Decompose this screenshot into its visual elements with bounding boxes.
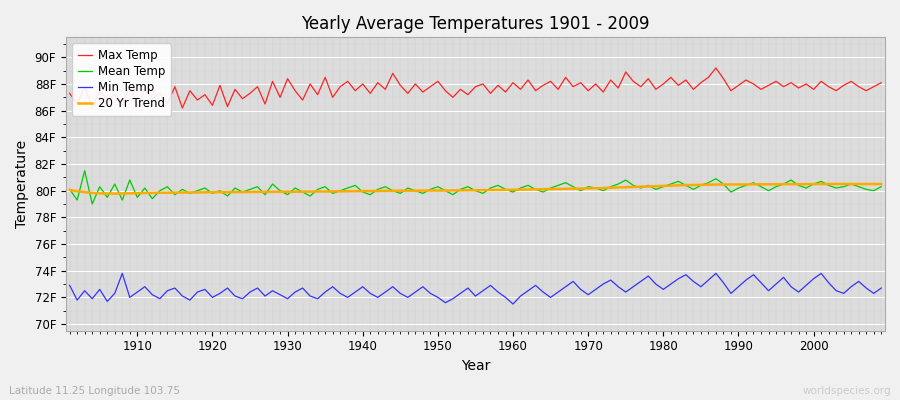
Mean Temp: [876, 184, 886, 189]
Max Temp: [508, 80, 518, 85]
Max Temp: [515, 87, 526, 92]
Min Temp: [508, 302, 518, 306]
Mean Temp: [613, 182, 624, 186]
Min Temp: [64, 283, 75, 288]
Text: worldspecies.org: worldspecies.org: [803, 386, 891, 396]
Max Temp: [342, 79, 353, 84]
20 Yr Trend: [876, 182, 886, 186]
Min Temp: [117, 271, 128, 276]
Max Temp: [876, 80, 886, 85]
Y-axis label: Temperature: Temperature: [15, 140, 29, 228]
Mean Temp: [64, 187, 75, 192]
20 Yr Trend: [515, 187, 526, 192]
20 Yr Trend: [102, 191, 112, 196]
Min Temp: [297, 286, 308, 290]
20 Yr Trend: [342, 189, 353, 194]
Min Temp: [515, 294, 526, 298]
20 Yr Trend: [64, 188, 75, 192]
Max Temp: [64, 91, 75, 96]
Max Temp: [606, 78, 616, 82]
Line: Max Temp: Max Temp: [69, 68, 881, 108]
20 Yr Trend: [808, 182, 819, 186]
Mean Temp: [79, 168, 90, 173]
Mean Temp: [86, 202, 97, 206]
Line: Min Temp: Min Temp: [69, 273, 881, 304]
Legend: Max Temp, Mean Temp, Min Temp, 20 Yr Trend: Max Temp, Mean Temp, Min Temp, 20 Yr Tre…: [72, 43, 171, 116]
Min Temp: [613, 284, 624, 289]
Mean Temp: [140, 186, 150, 190]
Max Temp: [297, 98, 308, 102]
Text: Latitude 11.25 Longitude 103.75: Latitude 11.25 Longitude 103.75: [9, 386, 180, 396]
Line: 20 Yr Trend: 20 Yr Trend: [69, 184, 881, 194]
Min Temp: [132, 290, 143, 294]
Min Temp: [523, 288, 534, 293]
Mean Temp: [523, 183, 534, 188]
20 Yr Trend: [297, 189, 308, 194]
Min Temp: [876, 286, 886, 290]
Max Temp: [132, 104, 143, 109]
X-axis label: Year: Year: [461, 359, 491, 373]
Mean Temp: [305, 194, 316, 198]
Title: Yearly Average Temperatures 1901 - 2009: Yearly Average Temperatures 1901 - 2009: [302, 15, 650, 33]
Min Temp: [342, 295, 353, 300]
20 Yr Trend: [606, 185, 616, 190]
Mean Temp: [350, 183, 361, 188]
Max Temp: [86, 106, 97, 110]
Max Temp: [710, 66, 721, 70]
20 Yr Trend: [508, 187, 518, 192]
20 Yr Trend: [132, 191, 143, 196]
Mean Temp: [515, 186, 526, 190]
Line: Mean Temp: Mean Temp: [69, 171, 881, 204]
